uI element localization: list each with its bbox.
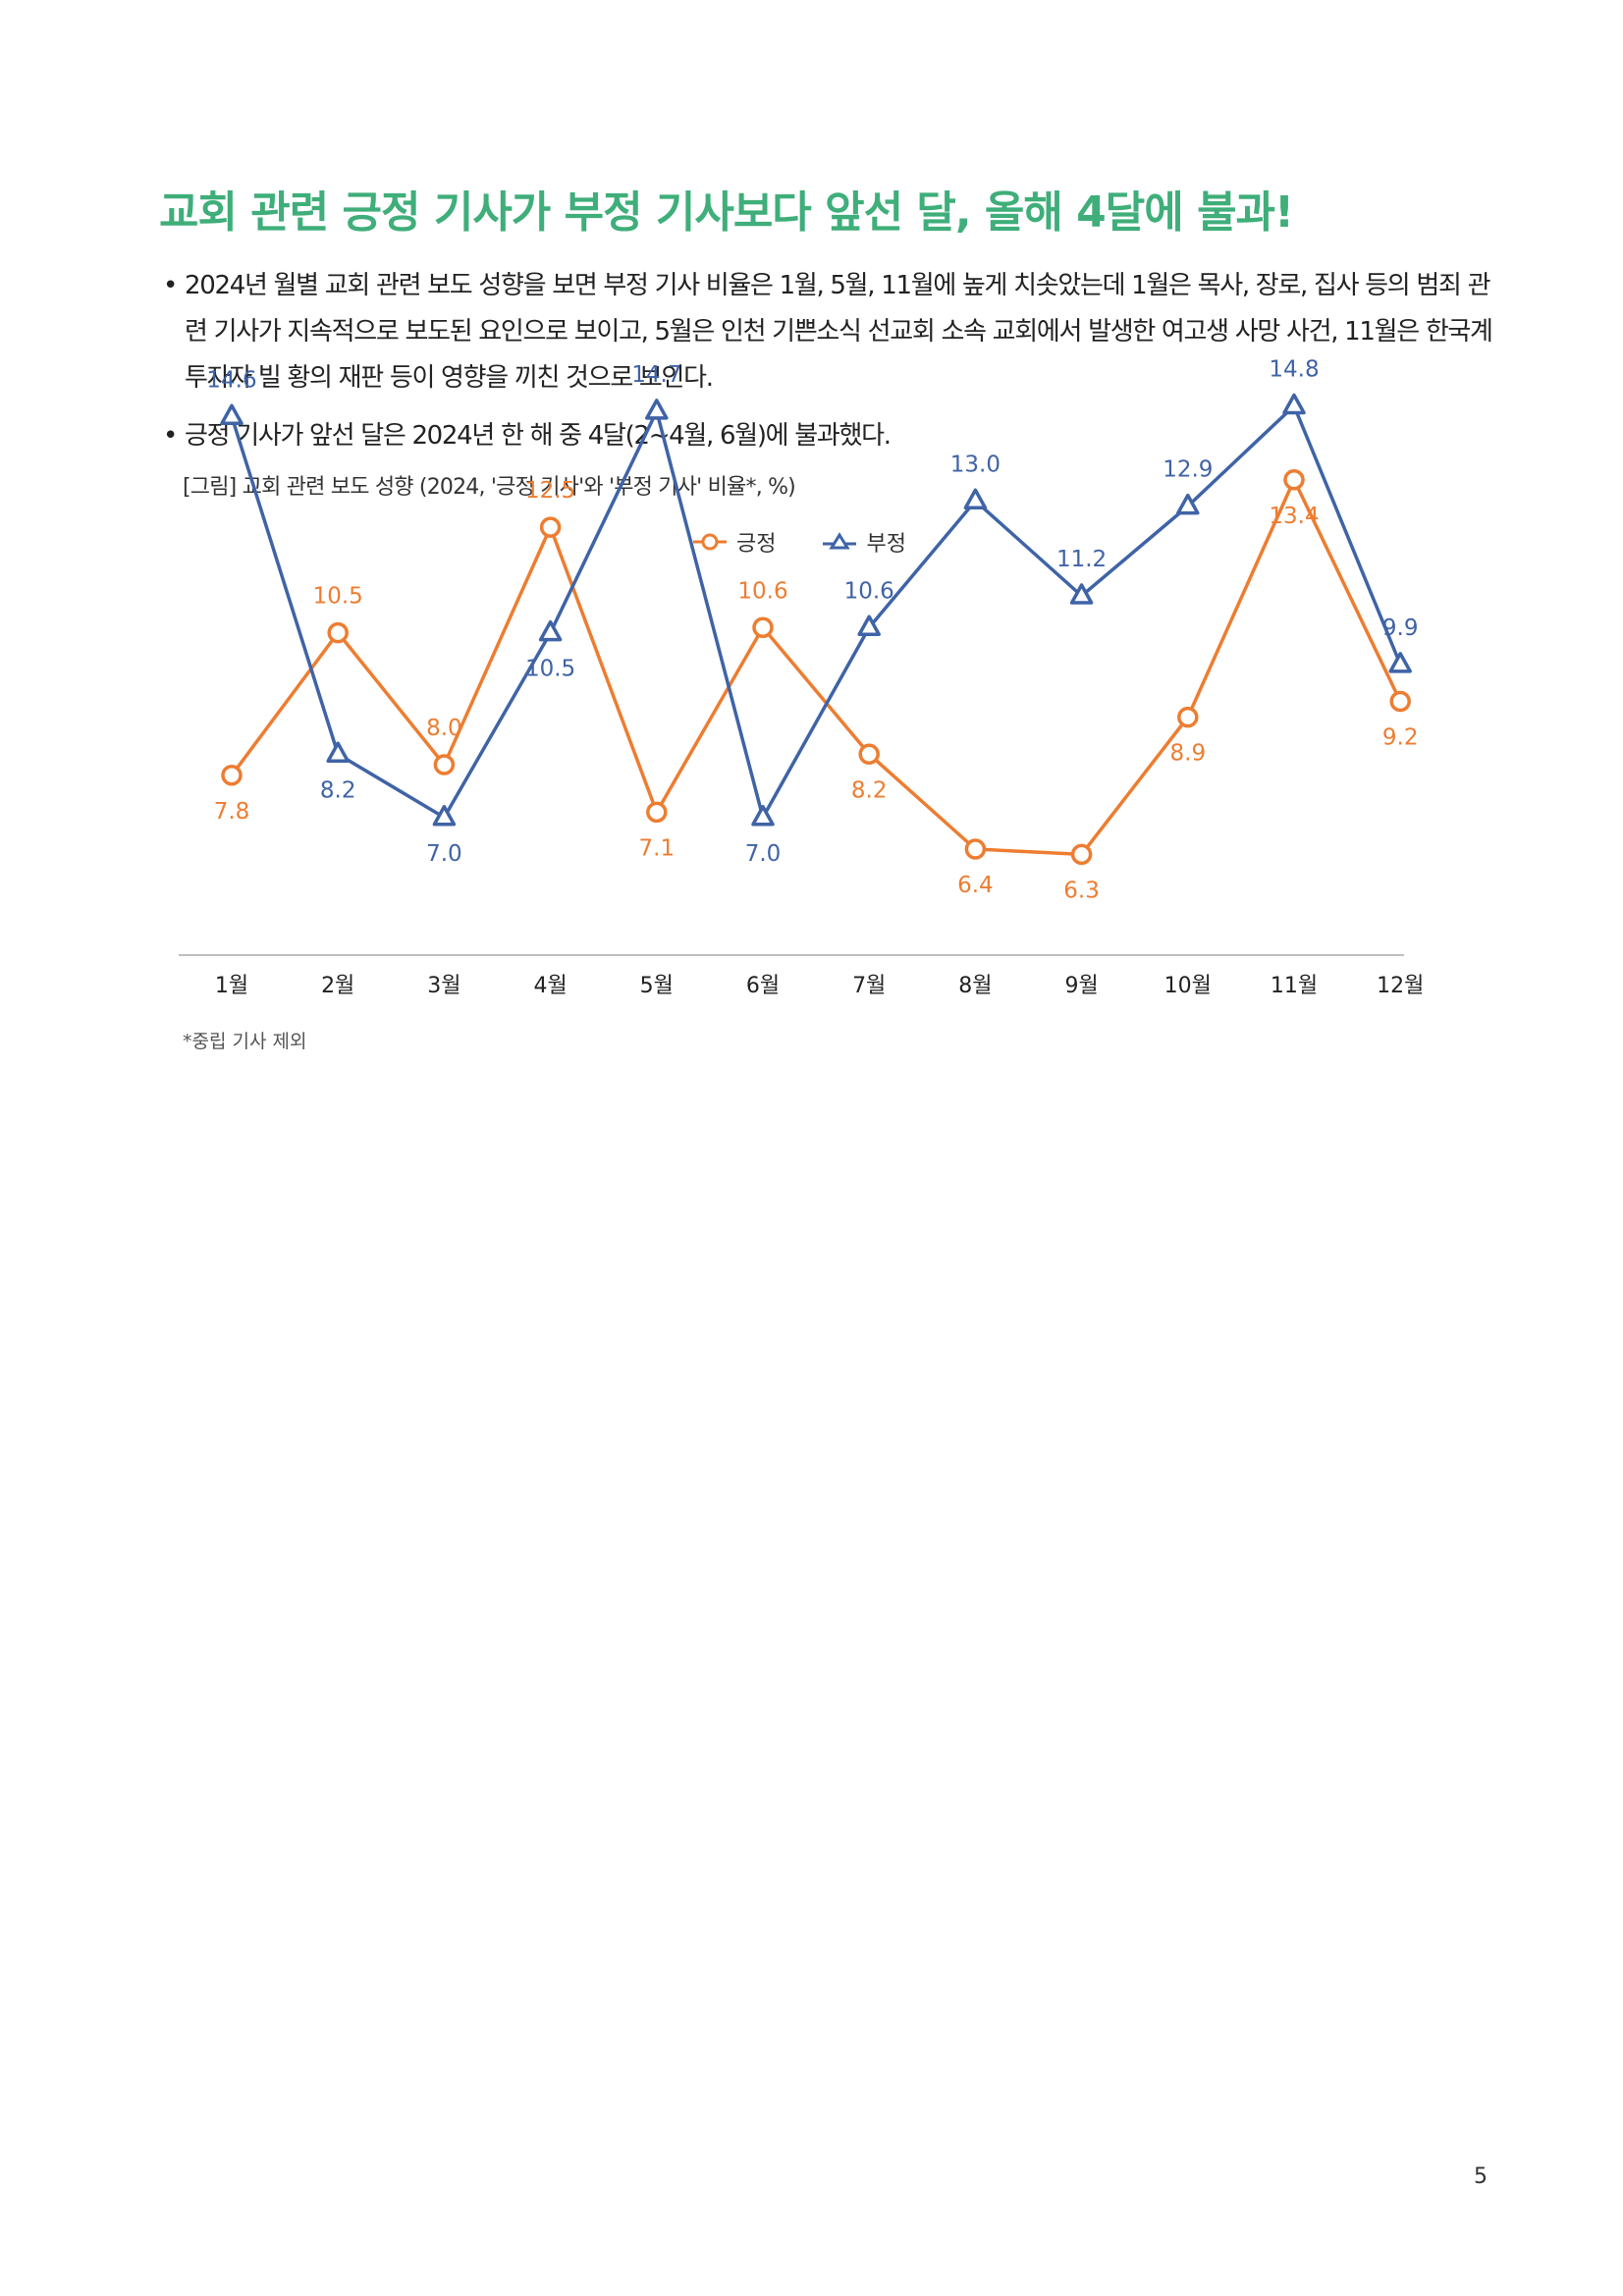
- x-tick-label: 8월: [958, 974, 992, 998]
- data-point-positive: [433, 754, 456, 775]
- legend-item-positive: 긍정: [693, 526, 776, 558]
- footnote: *중립 기사 제외: [183, 1031, 307, 1052]
- data-point-negative: [1388, 652, 1412, 673]
- data-label: 6.4: [957, 873, 994, 898]
- data-label: 10.5: [313, 584, 363, 610]
- bullet-item-1: • 2024년 월별 교회 관련 보도 성향을 보면 부정 기사 비율은 1월,…: [163, 263, 1498, 401]
- legend-label-negative: 부정: [866, 532, 906, 557]
- page-number: 5: [1474, 2164, 1488, 2189]
- bullet-marker: •: [163, 421, 178, 451]
- data-label: 8.0: [426, 716, 462, 741]
- data-label: 8.2: [320, 777, 356, 803]
- x-tick-label: 2월: [321, 974, 354, 998]
- data-label: 9.2: [1382, 725, 1419, 751]
- legend-triangle-icon: [823, 532, 857, 550]
- x-tick-label: 9월: [1064, 974, 1098, 998]
- bullet-text-2: 긍정 기사가 앞선 달은 2024년 한 해 중 4달(2~4월, 6월)에 불…: [185, 421, 892, 451]
- x-tick-label: 12월: [1377, 974, 1424, 998]
- legend-item-negative: 부정: [823, 526, 906, 558]
- data-point-negative: [751, 805, 775, 827]
- data-label: 8.9: [1170, 741, 1207, 767]
- figure-caption: [그림] 교회 관련 보도 성향 (2024, '긍정 기사'와 '부정 기사'…: [183, 475, 796, 500]
- chart-legend: 긍정 부정: [693, 526, 906, 558]
- data-point-negative: [432, 805, 457, 827]
- data-label: 11.2: [1056, 547, 1107, 572]
- bullet-item-2: • 긍정 기사가 앞선 달은 2024년 한 해 중 4달(2~4월, 6월)에…: [163, 413, 1498, 459]
- data-point-negative: [857, 614, 881, 636]
- data-label: 7.0: [745, 841, 782, 867]
- data-point-negative: [1069, 583, 1094, 605]
- data-point-positive: [1177, 706, 1199, 728]
- x-tick-label: 5월: [640, 974, 674, 998]
- page-headline: 교회 관련 긍정 기사가 부정 기사보다 앞선 달, 올해 4달에 불과!: [159, 187, 1294, 238]
- bullet-text-1: 2024년 월별 교회 관련 보도 성향을 보면 부정 기사 비율은 1월, 5…: [185, 271, 1493, 393]
- data-label: 7.8: [214, 799, 250, 825]
- x-tick-label: 3월: [427, 974, 460, 998]
- data-label: 13.4: [1269, 504, 1319, 529]
- data-point-positive: [327, 621, 349, 644]
- data-point-positive: [1389, 690, 1411, 713]
- data-point-positive: [964, 838, 987, 860]
- x-tick-label: 1월: [215, 974, 248, 998]
- data-point-positive: [752, 616, 774, 638]
- legend-circle-icon: [693, 533, 727, 551]
- x-tick-label: 6월: [746, 974, 780, 998]
- x-tick-label: 4월: [533, 974, 567, 998]
- data-label: 10.5: [525, 657, 575, 682]
- data-label: 6.3: [1063, 878, 1100, 903]
- data-label: 10.6: [844, 578, 894, 604]
- data-point-positive: [858, 743, 880, 765]
- data-point-positive: [1283, 469, 1305, 491]
- bullet-list: • 2024년 월별 교회 관련 보도 성향을 보면 부정 기사 비율은 1월,…: [163, 263, 1498, 471]
- legend-label-positive: 긍정: [736, 532, 777, 557]
- data-point-negative: [963, 488, 988, 509]
- data-label: 7.1: [639, 835, 676, 861]
- data-point-positive: [539, 516, 562, 538]
- bullet-marker: •: [163, 271, 178, 300]
- data-point-negative: [1176, 493, 1200, 515]
- x-tick-label: 11월: [1271, 974, 1318, 998]
- x-tick-label: 10월: [1164, 974, 1212, 998]
- x-tick-label: 7월: [852, 974, 886, 998]
- data-label: 7.0: [426, 841, 462, 867]
- data-point-positive: [1070, 843, 1093, 866]
- data-point-positive: [646, 801, 668, 824]
- data-label: 9.9: [1382, 615, 1419, 641]
- data-label: 8.2: [851, 777, 888, 803]
- data-point-negative: [326, 741, 350, 763]
- data-point-positive: [221, 765, 243, 786]
- data-label: 10.6: [737, 578, 787, 604]
- data-point-negative: [538, 619, 563, 642]
